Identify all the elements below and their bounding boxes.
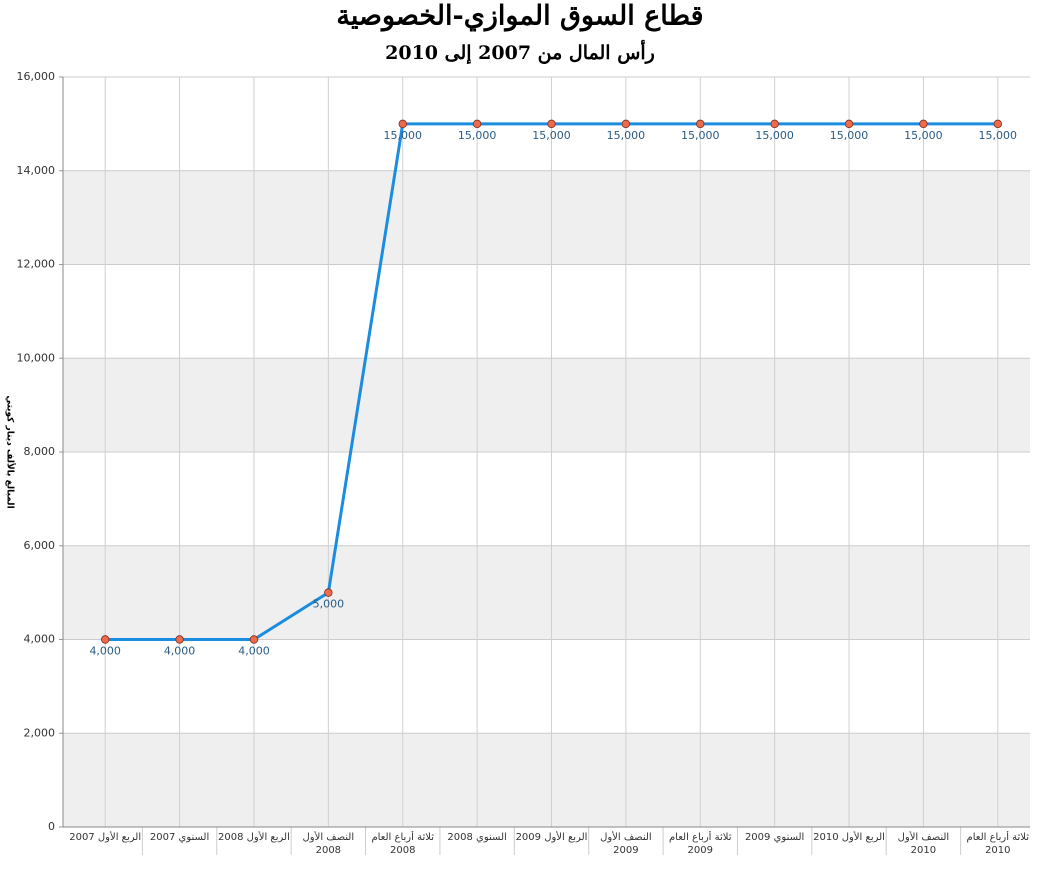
chart-subtitle: رأس المال من 2007 إلى 2010 xyxy=(385,39,655,65)
x-tick-container: السنوي 2008 xyxy=(447,832,507,843)
x-tick-label: ثلاثة أرباع العام 2009 xyxy=(668,832,732,856)
grid-band xyxy=(63,545,1030,640)
x-tick-label: السنوي 2009 xyxy=(744,832,805,843)
x-tick-label: النصف الأول 2010 xyxy=(897,832,950,856)
data-point xyxy=(398,119,407,129)
x-tick-container: الربع الأول 2008 xyxy=(218,832,290,843)
grid-band xyxy=(63,358,1030,452)
x-tick-container: الربع الأول 2009 xyxy=(515,832,588,843)
data-label: 15,000 xyxy=(383,129,422,142)
x-tick-container: الربع الأول 2007 xyxy=(69,832,142,843)
x-tick-container: ثلاثة أرباع العام 2009 xyxy=(668,832,732,856)
y-tick-label: 14,000 xyxy=(17,164,56,177)
data-label: 15,000 xyxy=(904,129,943,142)
y-tick-label: 4,000 xyxy=(24,633,56,646)
data-label: 15,000 xyxy=(458,129,497,142)
data-point xyxy=(993,119,1003,129)
x-tick-label: النصف الأول 2009 xyxy=(600,832,652,856)
x-tick-container: النصف الأول 2008 xyxy=(302,832,355,856)
data-label: 5,000 xyxy=(313,598,345,611)
x-tick-container: ثلاثة أرباع العام 2010 xyxy=(966,832,1030,856)
data-label: 4,000 xyxy=(89,645,121,658)
grid-band xyxy=(63,733,1030,827)
data-label: 15,000 xyxy=(681,129,720,142)
data-point xyxy=(547,119,556,129)
data-label: 4,000 xyxy=(238,645,270,658)
x-tick-container: النصف الأول 2009 xyxy=(600,832,652,856)
y-tick-label: 2,000 xyxy=(24,726,56,739)
chart-title: قطاع السوق الموازي-الخصوصية xyxy=(336,1,703,33)
data-label: 15,000 xyxy=(607,129,646,142)
data-point xyxy=(100,635,110,644)
x-tick-label: الربع الأول 2008 xyxy=(218,832,290,843)
x-tick-label: النصف الأول 2008 xyxy=(302,832,355,856)
x-tick-label: الربع الأول 2010 xyxy=(813,832,885,843)
y-axis-title: المبالغ بالألف دينار كويتي xyxy=(5,395,17,508)
data-point xyxy=(919,119,928,129)
y-tick-label: 10,000 xyxy=(17,351,56,364)
x-tick-container: النصف الأول 2010 xyxy=(897,832,950,856)
x-tick-container: الربع الأول 2010 xyxy=(813,832,885,843)
y-tick-label: 0 xyxy=(48,820,55,833)
data-point xyxy=(175,635,184,644)
x-tick-container: السنوي 2009 xyxy=(744,832,805,843)
data-label: 15,000 xyxy=(755,129,794,142)
x-tick-label: الربع الأول 2009 xyxy=(515,832,588,843)
data-point xyxy=(844,119,854,129)
y-tick-label: 8,000 xyxy=(24,445,56,458)
data-point xyxy=(770,119,779,129)
data-point xyxy=(324,588,333,597)
data-label: 15,000 xyxy=(979,129,1018,142)
x-tick-container: السنوي 2007 xyxy=(149,832,210,843)
data-point xyxy=(696,119,705,129)
y-tick-label: 6,000 xyxy=(24,539,56,552)
data-label: 15,000 xyxy=(830,129,869,142)
x-tick-label: ثلاثة أرباع العام 2010 xyxy=(966,832,1030,856)
grid-band xyxy=(63,170,1030,265)
data-point xyxy=(621,119,631,129)
x-tick-label: السنوي 2007 xyxy=(149,832,210,843)
y-tick-label: 16,000 xyxy=(17,70,56,83)
data-point xyxy=(249,635,259,644)
data-label: 4,000 xyxy=(164,645,196,658)
x-tick-label: السنوي 2008 xyxy=(447,832,507,843)
x-tick-container: ثلاثة أرباع العام 2008 xyxy=(371,832,434,856)
x-tick-label: الربع الأول 2007 xyxy=(69,832,142,843)
data-label: 15,000 xyxy=(532,129,571,142)
x-tick-label: ثلاثة أرباع العام 2008 xyxy=(371,832,434,856)
data-point xyxy=(472,119,482,129)
y-tick-label: 12,000 xyxy=(17,258,56,271)
